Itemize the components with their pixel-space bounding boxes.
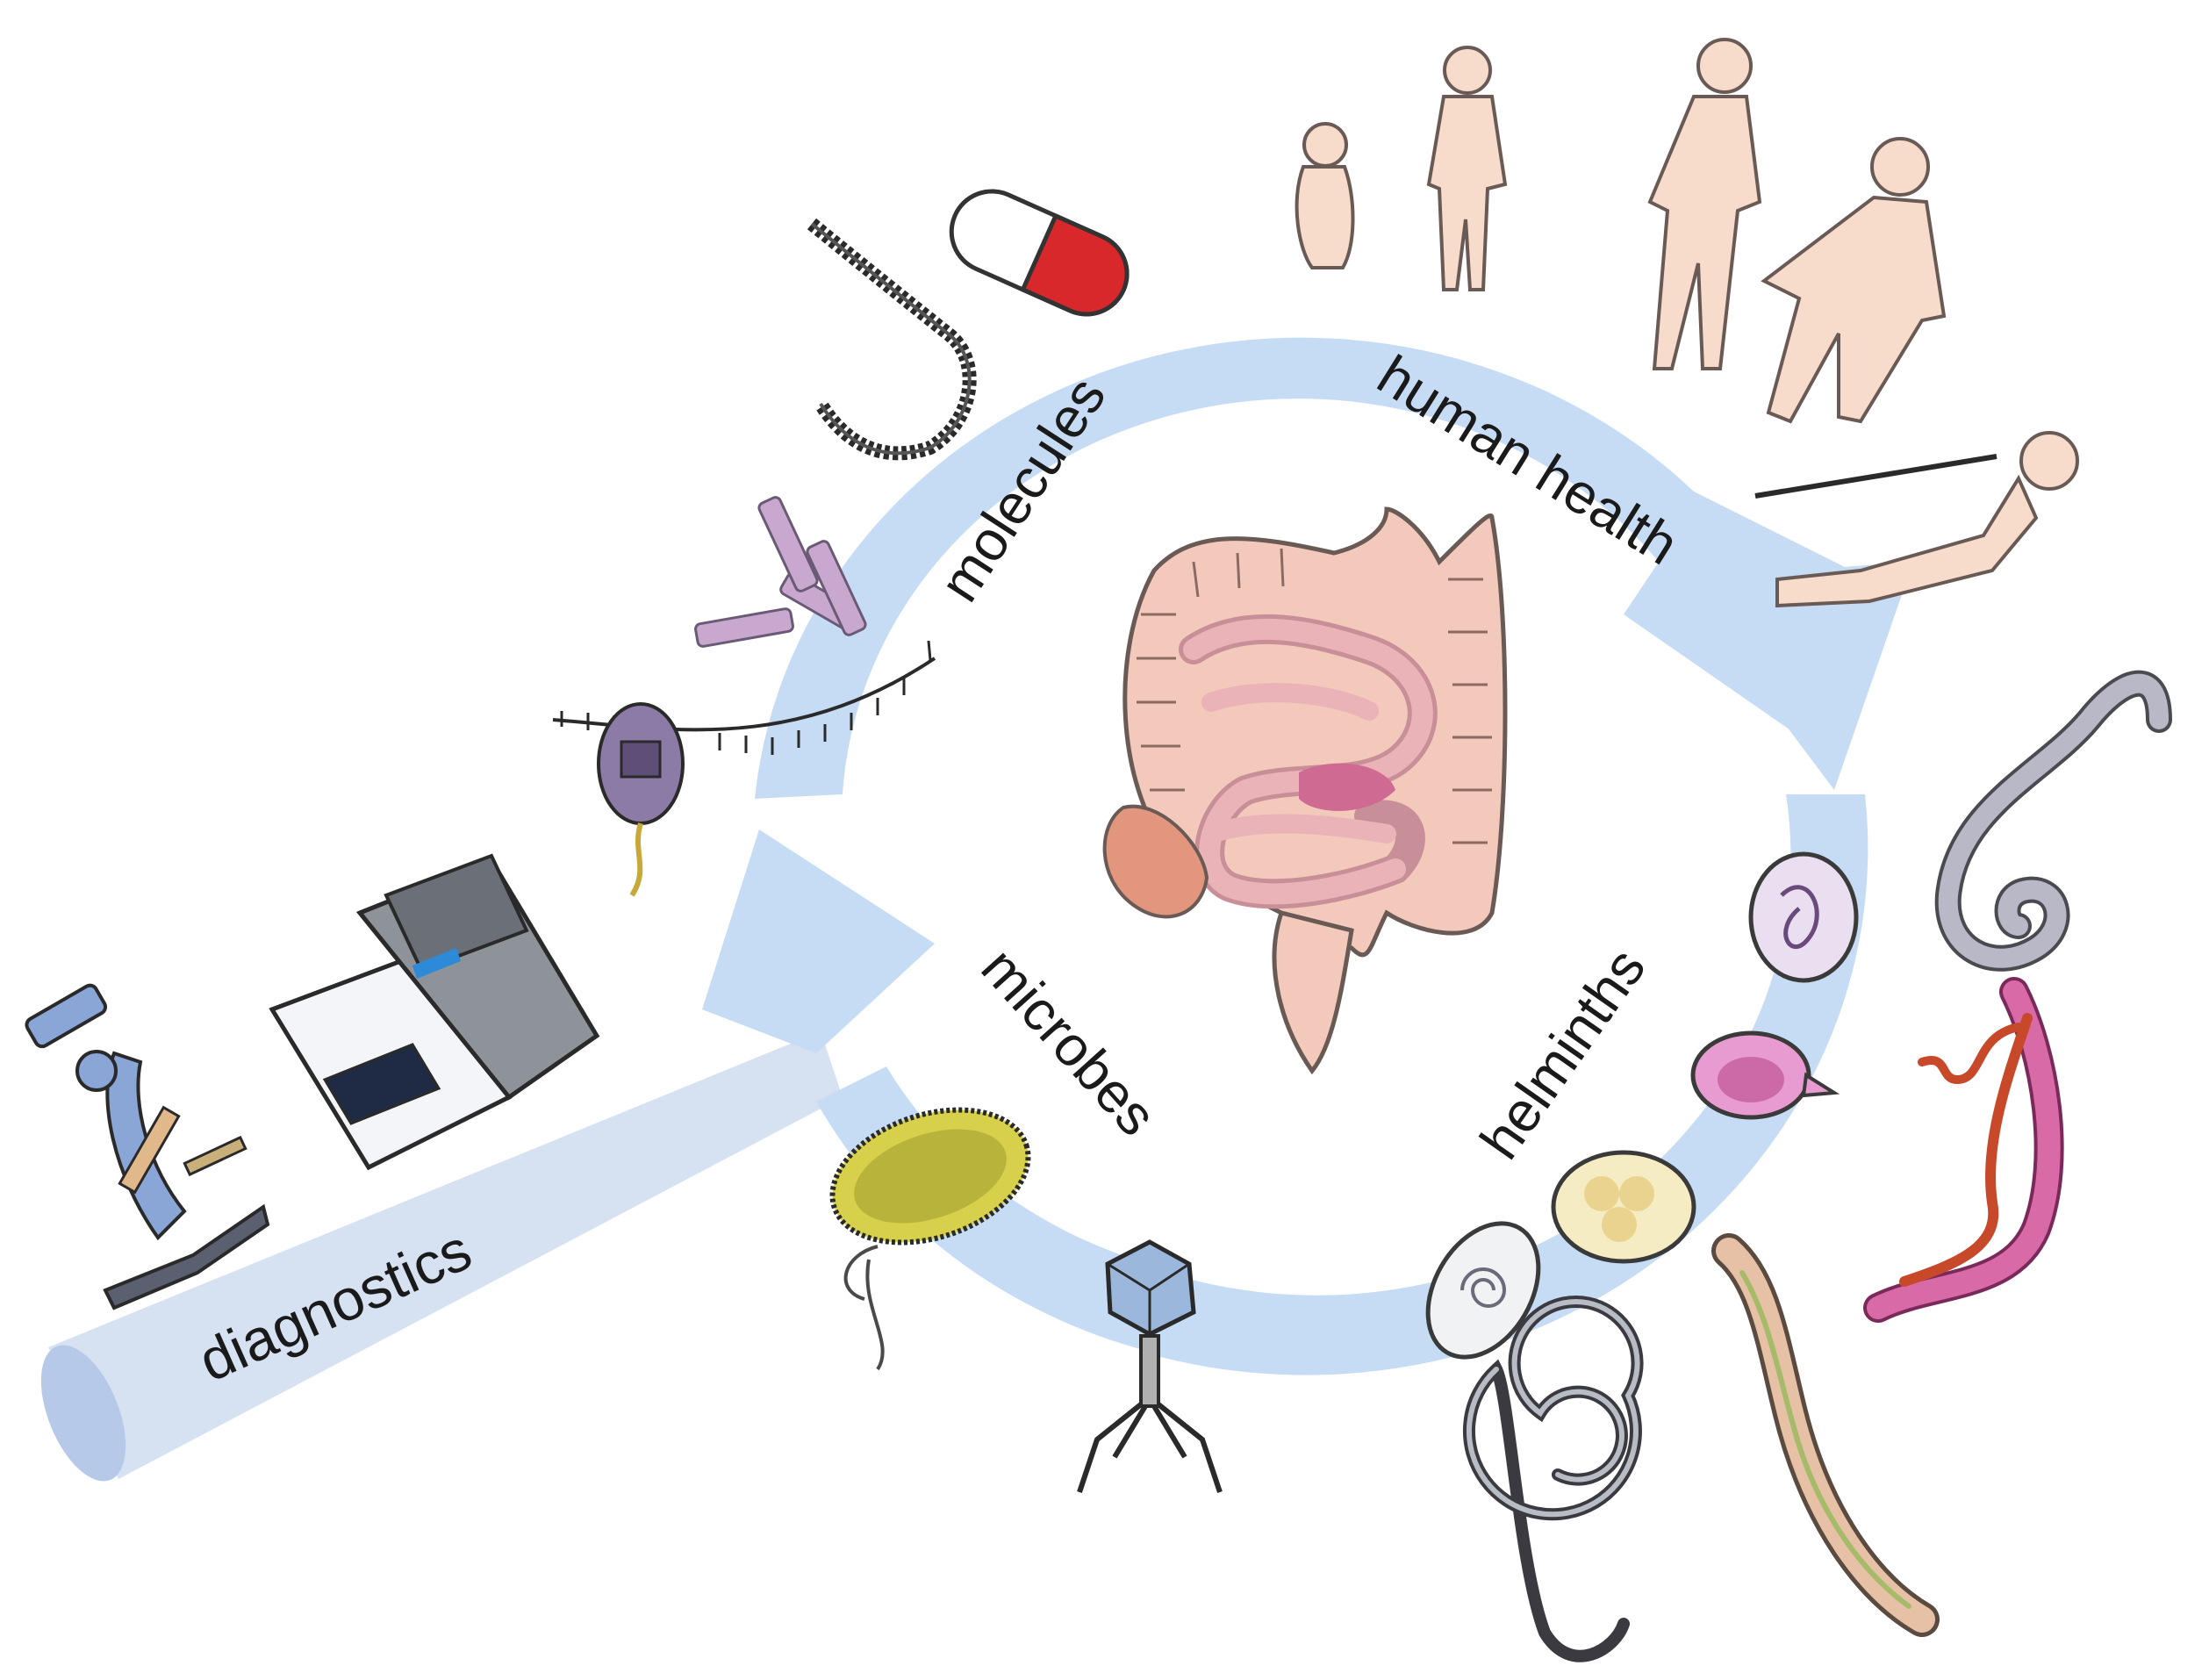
- antibody-icon: [694, 496, 867, 648]
- diagnostics-beam: [40, 1031, 843, 1482]
- baby-figure-icon: [1295, 122, 1355, 269]
- elderly-figure-icon: [1761, 137, 1947, 424]
- spiral-worm-icon: [1462, 1296, 1644, 1662]
- egg-icon: [1690, 1030, 1840, 1120]
- child-figure-icon: [1426, 46, 1508, 291]
- bacteriophage-icon: [1077, 1239, 1223, 1493]
- human-figures: [1295, 38, 2079, 608]
- capsule-icon: [949, 189, 1130, 317]
- adult-figure-icon: [1647, 38, 1762, 370]
- dna-icon: [807, 218, 977, 461]
- label-helminths: helminths: [1467, 937, 1657, 1170]
- egg-icon: [1425, 1221, 1541, 1360]
- label-microbes: microbes: [970, 936, 1169, 1147]
- sequencer-icon: [269, 853, 600, 1171]
- bacterium-icon: [829, 1107, 1031, 1371]
- long-worm-icon: [1711, 1233, 1940, 1637]
- intestine-icon: [1102, 506, 1508, 1075]
- egg-icon: [1551, 1150, 1696, 1264]
- schistosome-worm-icon: [1863, 977, 2064, 1323]
- microscope-icon: [25, 983, 270, 1310]
- egg-icon: [1748, 851, 1859, 983]
- helminth-worms: [1462, 670, 2172, 1662]
- nanopore-icon: [552, 640, 936, 897]
- lying-figure-icon: [1754, 431, 2079, 608]
- helminth-eggs: [1425, 851, 1859, 1360]
- coiled-worm-icon: [1934, 670, 2172, 972]
